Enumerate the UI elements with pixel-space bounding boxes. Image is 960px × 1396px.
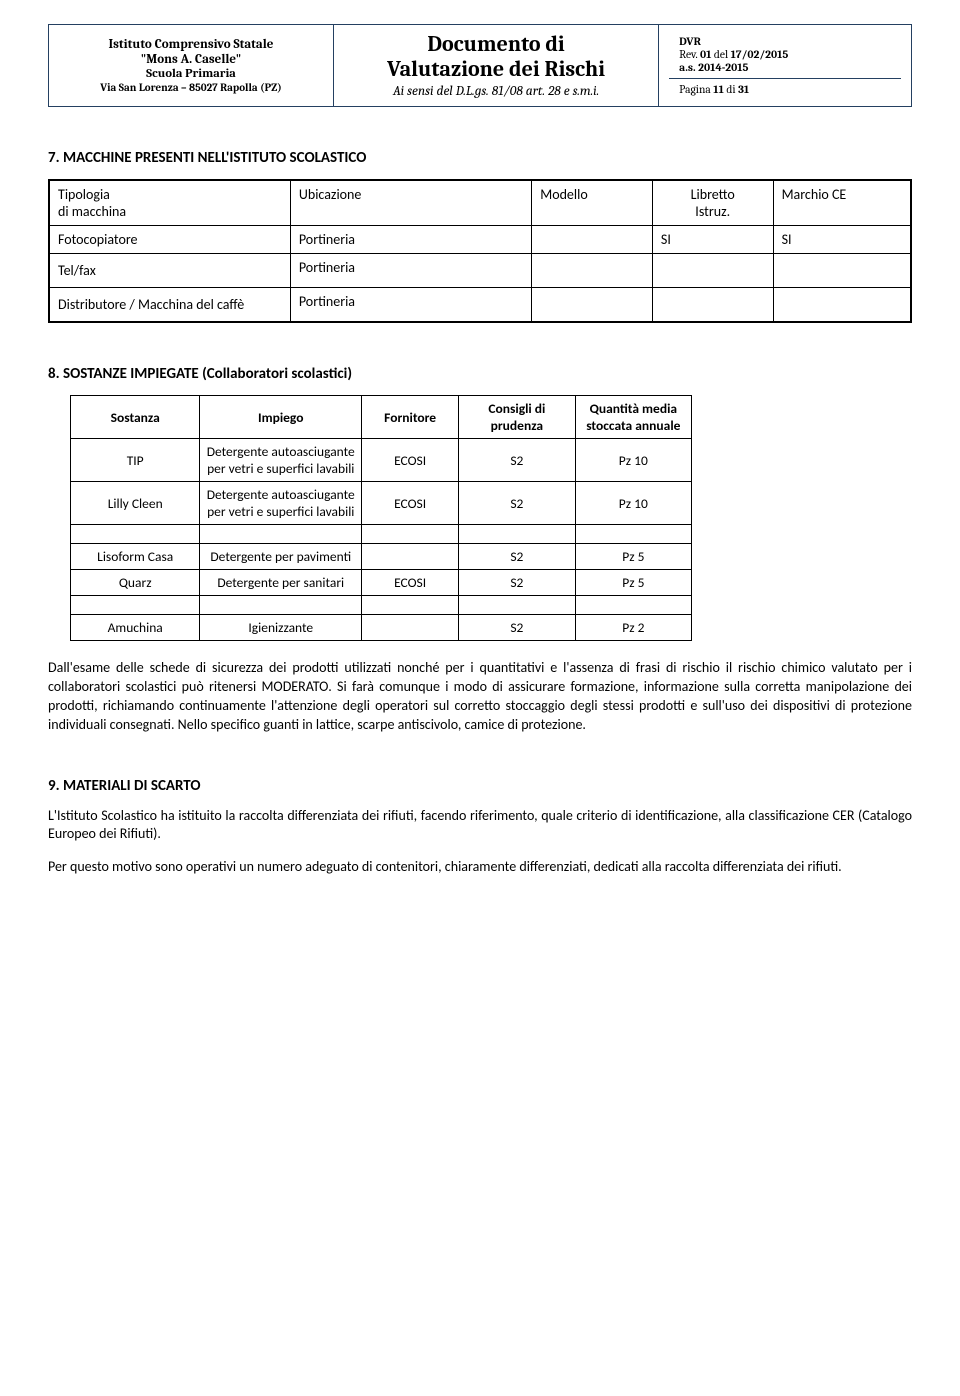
cell-ubicazione: Portineria <box>290 254 531 288</box>
table-row: TIP Detergente autoasciugante per vetri … <box>71 439 692 482</box>
cell-qta: Pz 5 <box>575 544 692 570</box>
table-row: Fotocopiatore Portineria SI SI <box>49 226 911 254</box>
macchine-hdr-marchio: Marchio CE <box>773 180 911 226</box>
table-row: Quarz Detergente per sanitari ECOSI S2 P… <box>71 570 692 596</box>
page-prefix: Pagina <box>679 83 713 96</box>
sostanze-hdr-fornitore: Fornitore <box>362 396 459 439</box>
sostanze-hdr-qta: Quantità media stoccata annuale <box>575 396 692 439</box>
cell-tipologia: Fotocopiatore <box>49 226 290 254</box>
cell-modello <box>532 254 653 288</box>
cell-modello <box>532 288 653 323</box>
document-header: Istituto Comprensivo Statale "Mons A. Ca… <box>48 24 912 107</box>
institution-sub: "Mons A. Caselle" <box>59 52 323 67</box>
header-right: DVR Rev. 01 del 17/02/2015 a.s. 2014-201… <box>659 25 912 107</box>
header-center: Documento di Valutazione dei Rischi Ai s… <box>333 25 658 107</box>
macchine-table: Tipologia di macchina Ubicazione Modello… <box>48 179 912 323</box>
section7-title: 7. MACCHINE PRESENTI NELL'ISTITUTO SCOLA… <box>48 149 912 167</box>
cell-consigli: S2 <box>459 439 575 482</box>
rev-num: 01 <box>700 48 711 61</box>
page-cur: 11 <box>713 83 724 96</box>
page-mid: di <box>724 83 738 96</box>
cell-fornitore <box>362 615 459 641</box>
cell-libretto: SI <box>652 226 773 254</box>
cell-impiego: Detergente per sanitari <box>200 570 362 596</box>
section8-paragraph: Dall'esame delle schede di sicurezza dei… <box>48 659 912 735</box>
cell-marchio <box>773 254 911 288</box>
doc-subtitle: Ai sensi del D.L.gs. 81/08 art. 28 e s.m… <box>344 84 648 99</box>
sostanze-hdr-consigli: Consigli di prudenza <box>459 396 575 439</box>
section9-p1: L'Istituto Scolastico ha istituito la ra… <box>48 807 912 845</box>
spacer-row <box>71 596 692 615</box>
cell-fornitore: ECOSI <box>362 570 459 596</box>
rev-prefix: Rev. <box>679 48 700 61</box>
cell-tipologia: Tel/fax <box>49 254 290 288</box>
macchine-hdr-ubicazione: Ubicazione <box>290 180 531 226</box>
page-tot: 31 <box>738 83 749 96</box>
cell-sostanza: TIP <box>71 439 200 482</box>
cell-libretto <box>652 288 773 323</box>
cell-fornitore <box>362 544 459 570</box>
table-row: Distributore / Macchina del caffè Portin… <box>49 288 911 323</box>
cell-impiego: Igienizzante <box>200 615 362 641</box>
cell-marchio <box>773 288 911 323</box>
rev-date: 17/02/2015 <box>731 48 789 61</box>
section9-p2: Per questo motivo sono operativi un nume… <box>48 858 912 877</box>
section8-title: 8. SOSTANZE IMPIEGATE (Collaboratori sco… <box>48 365 912 383</box>
cell-fornitore: ECOSI <box>362 482 459 525</box>
sostanze-hdr-impiego: Impiego <box>200 396 362 439</box>
cell-impiego: Detergente autoasciugante per vetri e su… <box>200 482 362 525</box>
cell-sostanza: Amuchina <box>71 615 200 641</box>
cell-tipologia: Distributore / Macchina del caffè <box>49 288 290 323</box>
rev-mid: del <box>711 48 730 61</box>
table-row: Amuchina Igienizzante S2 Pz 2 <box>71 615 692 641</box>
institution-name: Istituto Comprensivo Statale <box>59 37 323 52</box>
cell-impiego: Detergente per pavimenti <box>200 544 362 570</box>
cell-ubicazione: Portineria <box>290 288 531 323</box>
academic-year: a.s. 2014-2015 <box>679 61 748 74</box>
table-row: Tel/fax Portineria <box>49 254 911 288</box>
cell-libretto <box>652 254 773 288</box>
doc-title-line2: Valutazione dei Rischi <box>344 57 648 82</box>
cell-fornitore: ECOSI <box>362 439 459 482</box>
dvr-label: DVR <box>679 35 701 48</box>
cell-qta: Pz 10 <box>575 482 692 525</box>
cell-consigli: S2 <box>459 482 575 525</box>
address: Via San Lorenza – 85027 Rapolla (PZ) <box>59 81 323 94</box>
cell-sostanza: Quarz <box>71 570 200 596</box>
cell-qta: Pz 10 <box>575 439 692 482</box>
macchine-hdr-modello: Modello <box>532 180 653 226</box>
macchine-hdr-libretto: Libretto Istruz. <box>652 180 773 226</box>
spacer-row <box>71 525 692 544</box>
cell-qta: Pz 2 <box>575 615 692 641</box>
cell-sostanza: Lilly Cleen <box>71 482 200 525</box>
cell-ubicazione: Portineria <box>290 226 531 254</box>
cell-impiego: Detergente autoasciugante per vetri e su… <box>200 439 362 482</box>
school-type: Scuola Primaria <box>59 67 323 81</box>
sostanze-table: Sostanza Impiego Fornitore Consigli di p… <box>70 395 692 641</box>
cell-consigli: S2 <box>459 570 575 596</box>
cell-marchio: SI <box>773 226 911 254</box>
header-left: Istituto Comprensivo Statale "Mons A. Ca… <box>49 25 334 107</box>
section9-title: 9. MATERIALI DI SCARTO <box>48 777 912 795</box>
cell-sostanza: Lisoform Casa <box>71 544 200 570</box>
table-row: Lisoform Casa Detergente per pavimenti S… <box>71 544 692 570</box>
cell-consigli: S2 <box>459 544 575 570</box>
cell-qta: Pz 5 <box>575 570 692 596</box>
sostanze-hdr-sostanza: Sostanza <box>71 396 200 439</box>
cell-consigli: S2 <box>459 615 575 641</box>
macchine-hdr-tipologia: Tipologia di macchina <box>49 180 290 226</box>
doc-title-line1: Documento di <box>344 32 648 57</box>
cell-modello <box>532 226 653 254</box>
table-row: Lilly Cleen Detergente autoasciugante pe… <box>71 482 692 525</box>
